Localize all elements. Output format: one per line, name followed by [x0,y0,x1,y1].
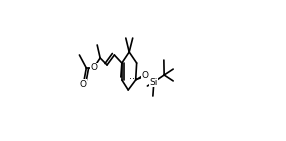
Text: Si: Si [150,78,158,87]
Polygon shape [136,74,146,80]
Text: ···: ··· [129,74,138,84]
Text: O: O [142,70,149,80]
Text: O: O [90,63,97,72]
Text: O: O [80,80,87,89]
